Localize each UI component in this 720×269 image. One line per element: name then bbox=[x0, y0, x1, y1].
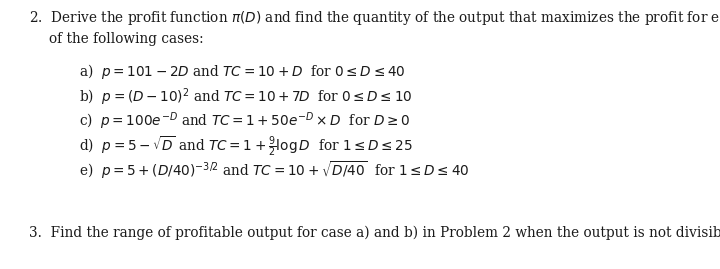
Text: a)  $p = 101 - 2D$ and $TC = 10 + D$  for $0 \leq D \leq 40$: a) $p = 101 - 2D$ and $TC = 10 + D$ for … bbox=[79, 62, 406, 81]
Text: e)  $p = 5 + (D/40)^{-3/2}$ and $TC = 10 + \sqrt{D/40}$  for $1 \leq D \leq 40$: e) $p = 5 + (D/40)^{-3/2}$ and $TC = 10 … bbox=[79, 159, 469, 180]
Text: 2.  Derive the profit function $\pi(D)$ and find the quantity of the output that: 2. Derive the profit function $\pi(D)$ a… bbox=[29, 9, 720, 27]
Text: 3.  Find the range of profitable output for case a) and b) in Problem 2 when the: 3. Find the range of profitable output f… bbox=[29, 226, 720, 240]
Text: d)  $p = 5 - \sqrt{D}$ and $TC = 1 + \frac{9}{2}\log D$  for $1 \leq D \leq 25$: d) $p = 5 - \sqrt{D}$ and $TC = 1 + \fra… bbox=[79, 134, 413, 158]
Text: of the following cases:: of the following cases: bbox=[49, 32, 204, 46]
Text: c)  $p = 100e^{-D}$ and $TC = 1 + 50e^{-D} \times D$  for $D \geq 0$: c) $p = 100e^{-D}$ and $TC = 1 + 50e^{-D… bbox=[79, 110, 410, 132]
Text: b)  $p = (D - 10)^2$ and $TC = 10 + 7D$  for $0 \leq D \leq 10$: b) $p = (D - 10)^2$ and $TC = 10 + 7D$ f… bbox=[79, 86, 413, 108]
